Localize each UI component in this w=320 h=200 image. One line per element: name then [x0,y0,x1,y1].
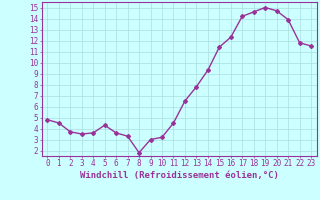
X-axis label: Windchill (Refroidissement éolien,°C): Windchill (Refroidissement éolien,°C) [80,171,279,180]
